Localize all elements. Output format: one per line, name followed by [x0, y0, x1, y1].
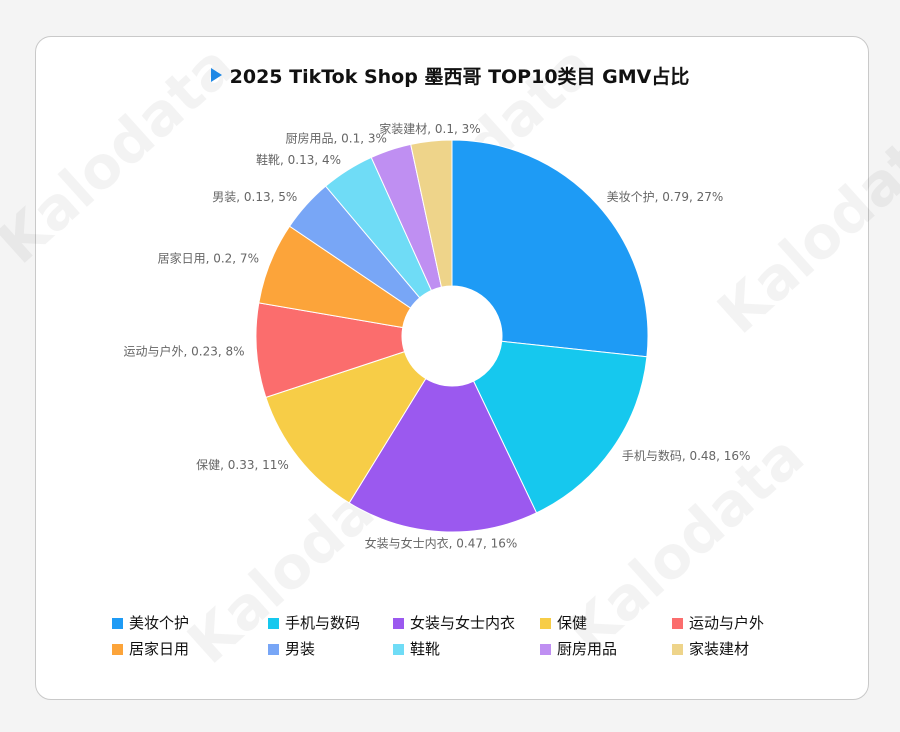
legend-label: 保健 — [557, 614, 588, 632]
slice-data-label: 美妆个护, 0.79, 27% — [607, 190, 724, 204]
legend-item[interactable]: 家装建材 — [672, 638, 749, 659]
legend-item[interactable]: 女装与女士内衣 — [393, 612, 515, 633]
slice-data-label: 运动与户外, 0.23, 8% — [124, 343, 245, 358]
slice-data-label: 女装与女士内衣, 0.47, 16% — [365, 536, 518, 551]
legend-swatch — [540, 618, 551, 629]
legend-label: 手机与数码 — [285, 614, 361, 632]
donut-chart: 美妆个护, 0.79, 27% 手机与数码, 0.48, 16% 女装与女士内衣, … — [124, 121, 751, 551]
legend-item[interactable]: 厨房用品 — [540, 638, 617, 659]
legend-item[interactable]: 居家日用 — [112, 638, 189, 659]
legend-label: 男装 — [285, 640, 316, 658]
legend-swatch — [540, 644, 551, 655]
legend-swatch — [393, 618, 404, 629]
legend-label: 鞋靴 — [410, 640, 441, 658]
slice-data-label: 男装, 0.13, 5% — [212, 190, 297, 204]
legend-label: 厨房用品 — [557, 640, 618, 658]
pie-slice[interactable] — [410, 139, 453, 288]
slice-data-label: 鞋靴, 0.13, 4% — [256, 152, 341, 167]
legend-item[interactable]: 男装 — [268, 638, 315, 659]
slice-data-label: 保健, 0.33, 11% — [196, 458, 289, 472]
slice-data-label: 家装建材, 0.1, 3% — [379, 121, 480, 136]
chart-title-row: 2025 TikTok Shop 墨西哥 TOP10类目 GMV占比 — [0, 62, 900, 89]
legend-swatch — [112, 644, 123, 655]
legend-label: 运动与户外 — [689, 614, 765, 632]
legend-swatch — [672, 644, 683, 655]
slice-data-label: 手机与数码, 0.48, 16% — [622, 448, 751, 463]
legend-label: 家装建材 — [689, 640, 750, 658]
legend-swatch — [672, 618, 683, 629]
slice-data-label: 居家日用, 0.2, 7% — [158, 250, 259, 265]
chart-title: 2025 TikTok Shop 墨西哥 TOP10类目 GMV占比 — [229, 66, 690, 88]
legend-swatch — [268, 618, 279, 629]
pie-slice[interactable] — [451, 139, 649, 358]
legend-label: 美妆个护 — [129, 614, 190, 632]
slice-data-label: 厨房用品, 0.1, 3% — [285, 130, 386, 145]
play-triangle-icon — [210, 68, 222, 82]
pie-slice[interactable] — [265, 351, 427, 504]
legend-item[interactable]: 运动与户外 — [672, 612, 764, 633]
legend-item[interactable]: 手机与数码 — [268, 612, 360, 633]
legend-item[interactable]: 美妆个护 — [112, 612, 189, 633]
pie-slice[interactable] — [472, 340, 648, 514]
legend-label: 居家日用 — [129, 640, 190, 658]
legend-swatch — [393, 644, 404, 655]
pie-slice[interactable] — [348, 377, 538, 533]
legend-swatch — [268, 644, 279, 655]
legend-item[interactable]: 保健 — [540, 612, 587, 633]
legend-item[interactable]: 鞋靴 — [393, 638, 440, 659]
legend-swatch — [112, 618, 123, 629]
legend-label: 女装与女士内衣 — [410, 614, 516, 632]
